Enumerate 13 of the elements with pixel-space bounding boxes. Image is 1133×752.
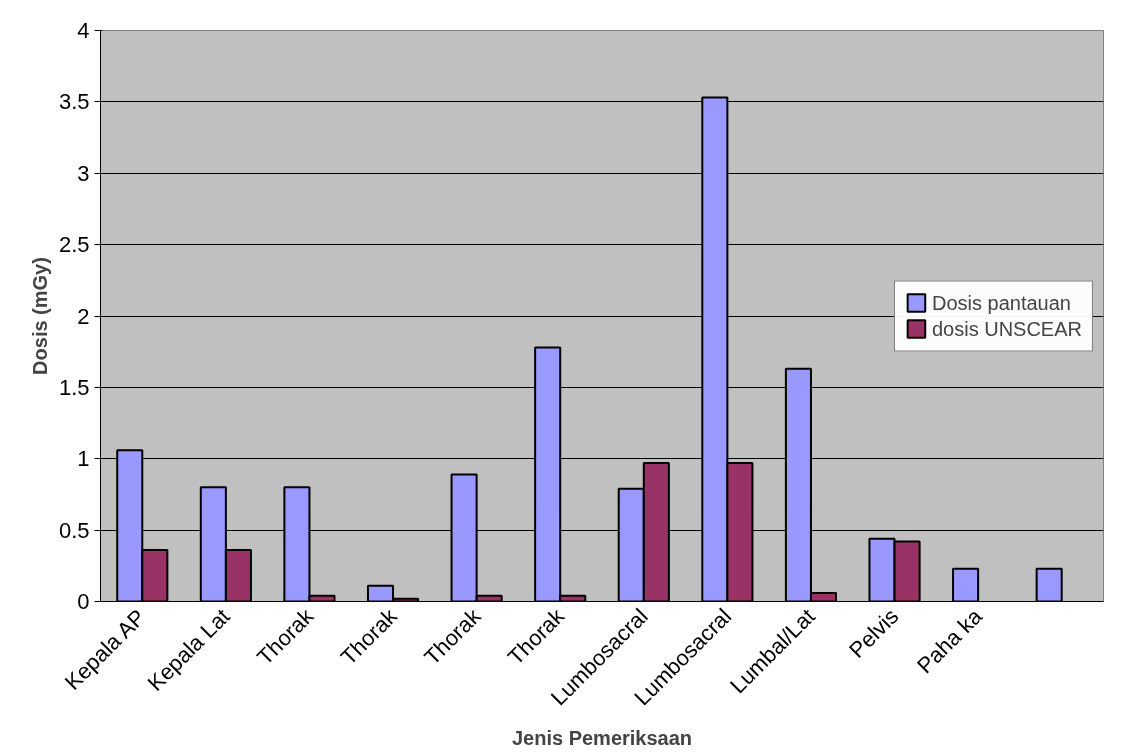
y-axis-title: Dosis (mGy) (28, 257, 51, 375)
y-tick-label: 4 (77, 18, 90, 43)
legend-label: Dosis pantauan (931, 291, 1071, 314)
y-tick-label: 1.5 (58, 374, 90, 400)
y-tick-label: 0 (77, 589, 90, 614)
x-axis-title: Jenis Pemeriksaan (511, 727, 693, 750)
y-tick-label: 1 (77, 446, 90, 472)
y-tick-label: 3.5 (58, 89, 90, 115)
y-tick-label: 3 (77, 160, 90, 186)
y-tick-label: 2.5 (58, 232, 90, 258)
y-tick-label: 0.5 (58, 517, 90, 543)
legend-label: dosis UNSCEAR (931, 317, 1082, 340)
y-tick-label: 2 (77, 303, 90, 329)
